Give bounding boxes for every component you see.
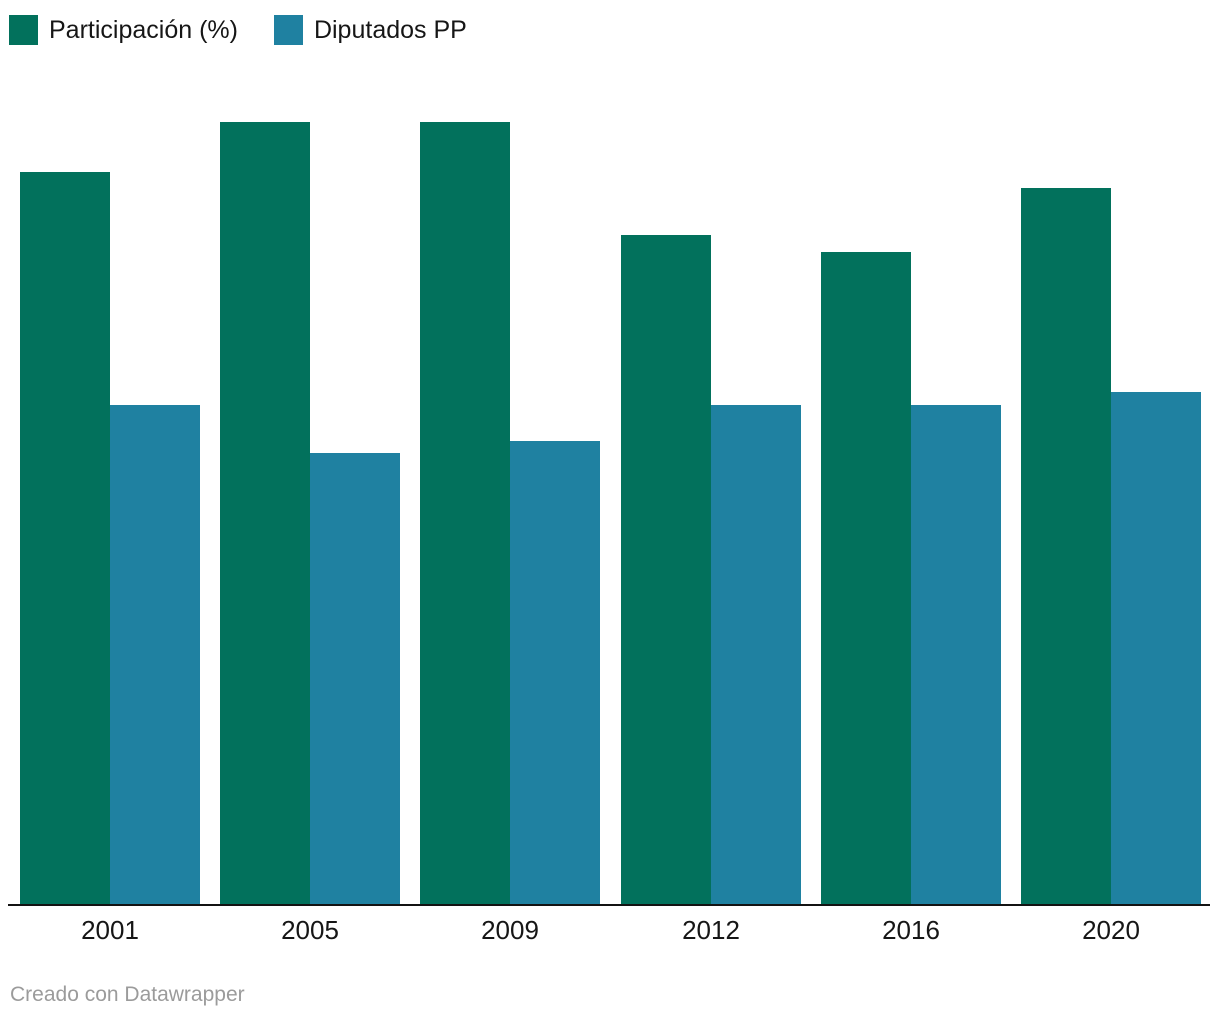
bar-participacion-2020 bbox=[1021, 188, 1111, 904]
bar-diputados-pp-2005 bbox=[310, 453, 400, 904]
legend-item-diputados-pp: Diputados PP bbox=[273, 15, 467, 45]
bar-participacion-2001 bbox=[20, 172, 110, 904]
bar-participacion-2012 bbox=[621, 235, 711, 904]
x-tick-label-2005: 2005 bbox=[281, 915, 339, 945]
x-tick-label-2009: 2009 bbox=[481, 915, 539, 945]
datawrapper-credit-link[interactable]: Creado con Datawrapper bbox=[10, 983, 245, 1006]
bar-diputados-pp-2009 bbox=[510, 441, 600, 904]
bar-participacion-2009 bbox=[420, 122, 510, 904]
legend-label-participacion: Participación (%) bbox=[49, 16, 238, 44]
bar-diputados-pp-2020 bbox=[1111, 392, 1201, 904]
bar-diputados-pp-2001 bbox=[110, 405, 200, 904]
x-tick-label-2001: 2001 bbox=[81, 915, 139, 945]
x-tick-label-2016: 2016 bbox=[882, 915, 940, 945]
bar-participacion-2016 bbox=[821, 252, 911, 904]
legend-label-diputados-pp: Diputados PP bbox=[313, 16, 467, 44]
x-tick-label-2012: 2012 bbox=[682, 915, 740, 945]
chart-footer: Creado con Datawrapper bbox=[10, 983, 245, 1007]
x-axis-line bbox=[8, 904, 1210, 906]
legend-item-participacion: Participación (%) bbox=[9, 15, 238, 45]
x-tick-label-2020: 2020 bbox=[1082, 915, 1140, 945]
chart-legend: Participación (%) Diputados PP bbox=[9, 15, 503, 45]
bar-diputados-pp-2012 bbox=[711, 405, 801, 904]
bar-diputados-pp-2016 bbox=[911, 405, 1001, 904]
legend-swatch-diputados-pp bbox=[273, 15, 303, 45]
legend-swatch-participacion bbox=[9, 15, 38, 45]
bar-participacion-2005 bbox=[220, 122, 310, 904]
